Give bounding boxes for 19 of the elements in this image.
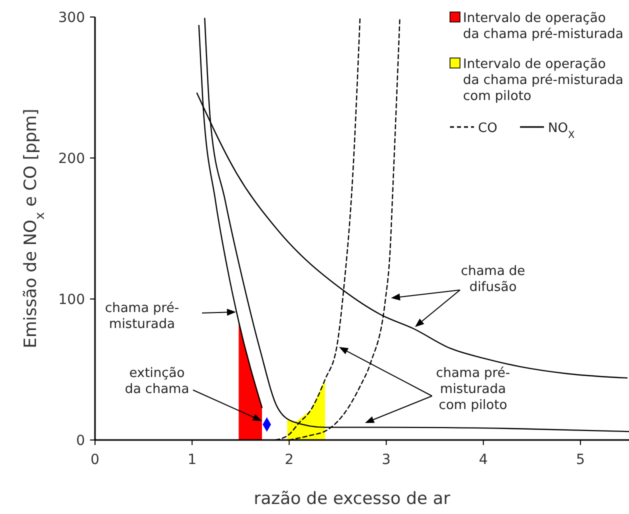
annotation: chama pré- misturada com piloto	[436, 366, 510, 413]
x-tick-label: 1	[188, 452, 197, 468]
x-tick-label: 0	[90, 452, 100, 468]
x-tick-label: 2	[284, 452, 294, 468]
y-tick-label: 100	[58, 292, 85, 308]
legend-label: Intervalo de operação da chama pré-misturada com piloto	[463, 57, 624, 104]
legend-label: NO$_{X}$	[548, 121, 575, 140]
x-axis-title: razão de excesso de ar	[254, 489, 450, 509]
x-tick-label: 5	[576, 452, 585, 468]
legend-label: CO	[478, 121, 498, 136]
annotation: extinção da chama	[124, 366, 190, 397]
x-tick-label: 4	[478, 452, 488, 468]
y-tick-label: 300	[58, 10, 85, 26]
y-tick-label: 200	[58, 151, 85, 167]
annotation: chama de difusão	[460, 264, 526, 295]
x-tick-label: 3	[382, 452, 391, 468]
annotation: chama pré- misturada	[104, 301, 180, 332]
legend-label: Intervalo de operação da chama pré-misturada	[463, 11, 624, 42]
y-tick-label: 0	[76, 433, 85, 449]
